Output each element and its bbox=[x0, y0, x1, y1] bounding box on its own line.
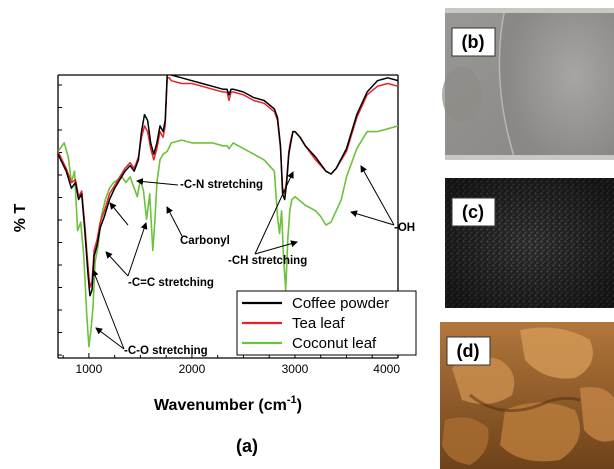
panel-d-label: (d) bbox=[457, 341, 480, 361]
sem-image-d: (d) bbox=[440, 322, 614, 469]
sem-d-flake-4 bbox=[442, 417, 489, 465]
x-tick-label: 1000 bbox=[76, 362, 103, 376]
legend: Coffee powder Tea leaf Coconut leaf bbox=[236, 290, 417, 356]
x-tick-label: 4000 bbox=[373, 362, 400, 376]
panel-b-label: (b) bbox=[462, 32, 485, 52]
sem-image-c: (c) bbox=[445, 178, 614, 308]
series-line-coconut-leaf bbox=[58, 125, 398, 348]
annotation-ch: -CH stretching bbox=[228, 255, 307, 267]
panel-a-label: (a) bbox=[236, 436, 258, 456]
sem-d-flake-1 bbox=[452, 356, 515, 404]
annotation-cc-arrow-2 bbox=[105, 251, 129, 277]
annotation-co-arrow-2 bbox=[91, 269, 125, 350]
sem-d-flake-5 bbox=[580, 387, 614, 442]
annotation-co-arrow-1 bbox=[95, 327, 125, 350]
sem-b-top-strip bbox=[445, 8, 614, 13]
annotation-cn: -C-N stretching bbox=[180, 179, 263, 191]
annotation-oh-arrow-1 bbox=[360, 165, 395, 226]
annotation-carbonyl: Carbonyl bbox=[180, 235, 230, 247]
ftir-plot: 1000 2000 3000 4000 bbox=[57, 74, 400, 376]
sem-b-particle bbox=[499, 8, 614, 160]
annotation-cc: -C=C stretching bbox=[128, 277, 214, 289]
annotation-oh: -OH bbox=[394, 222, 415, 234]
x-ticks: 1000 2000 3000 4000 bbox=[62, 353, 400, 376]
sem-b-particle-edge bbox=[498, 7, 516, 161]
annotation-ch-arrow-1 bbox=[254, 171, 294, 255]
legend-label-coffee: Coffee powder bbox=[292, 295, 389, 312]
sem-b-label-box bbox=[451, 27, 496, 57]
annotation-cn-arrow bbox=[136, 178, 179, 186]
series-group bbox=[58, 75, 398, 348]
annotation-carbonyl-arrow bbox=[166, 206, 183, 237]
x-axis-title-end: ) bbox=[297, 397, 302, 414]
sem-d-flake-3 bbox=[500, 402, 580, 462]
y-ticks bbox=[58, 84, 62, 356]
sem-b-blob bbox=[442, 67, 482, 123]
x-axis-title-main: Wavenumber (cm bbox=[154, 397, 287, 414]
x-axis-title: Wavenumber (cm-1) bbox=[154, 394, 302, 414]
x-tick-label: 3000 bbox=[282, 362, 309, 376]
annotation-cn-arrow-2 bbox=[109, 202, 129, 226]
annotation-ch-arrow-2 bbox=[254, 240, 298, 255]
annotation-cc-arrow-1 bbox=[127, 222, 148, 277]
sem-d-shadow bbox=[469, 393, 581, 413]
x-axis-title-sup: -1 bbox=[287, 394, 297, 406]
x-tick-label: 2000 bbox=[179, 362, 206, 376]
legend-label-coconut: Coconut leaf bbox=[292, 335, 377, 352]
legend-label-tea: Tea leaf bbox=[292, 315, 345, 332]
y-axis-title: % T bbox=[12, 204, 29, 233]
sem-d-label-box bbox=[446, 336, 491, 366]
annotation-oh-arrow-2 bbox=[350, 210, 395, 226]
series-line-coffee-powder bbox=[58, 75, 398, 297]
sem-d-flake-2 bbox=[520, 327, 593, 379]
annotations: -C-N stretching Carbonyl -C=C stretching… bbox=[91, 165, 415, 357]
sem-image-b: (b) bbox=[442, 7, 614, 161]
sem-c-label-box bbox=[451, 197, 496, 227]
sem-b-bottom-strip bbox=[445, 155, 614, 160]
panel-c-label: (c) bbox=[462, 202, 484, 222]
annotation-co: -C-O stretching bbox=[124, 345, 208, 357]
